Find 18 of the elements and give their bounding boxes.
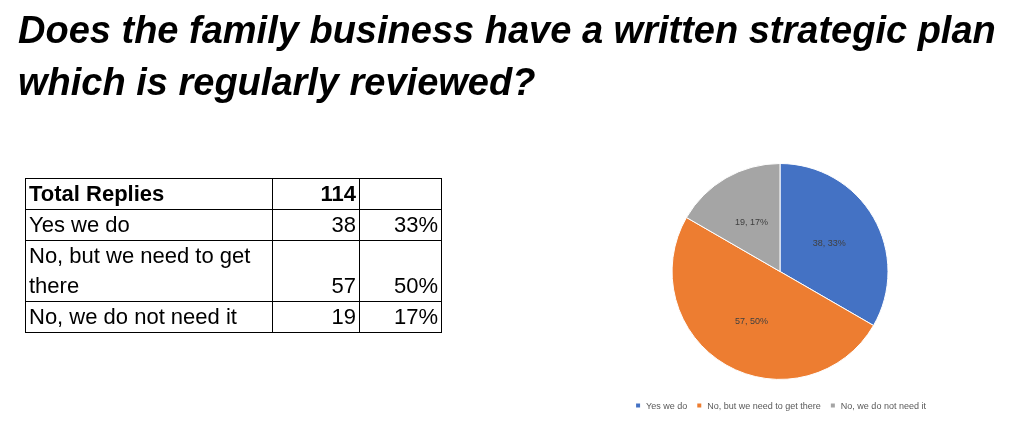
text: No, we do not need it bbox=[25, 301, 273, 333]
data-label: 19, 17% bbox=[734, 217, 769, 228]
text: 19 bbox=[272, 301, 360, 333]
text: No, but we need to get there bbox=[25, 240, 273, 302]
data-label: 57, 50% bbox=[734, 315, 769, 326]
text: Yes we do bbox=[25, 209, 273, 241]
legend-label: Yes we do bbox=[646, 400, 688, 411]
text: 33% bbox=[359, 209, 442, 241]
text: 17% bbox=[359, 301, 442, 333]
text: 50% bbox=[359, 240, 442, 302]
text: 57 bbox=[272, 240, 360, 302]
text: 38 bbox=[272, 209, 360, 241]
text: Total Replies bbox=[25, 178, 273, 210]
chart-title: Does the family business have a written strategic plan which is regularly reviewed? bbox=[18, 8, 997, 105]
text: 114 bbox=[272, 178, 360, 210]
data-label: 38, 33% bbox=[812, 238, 846, 248]
legend-label: No, we do not need it bbox=[840, 400, 927, 411]
legend-label: No, but we need to get there bbox=[707, 400, 821, 411]
